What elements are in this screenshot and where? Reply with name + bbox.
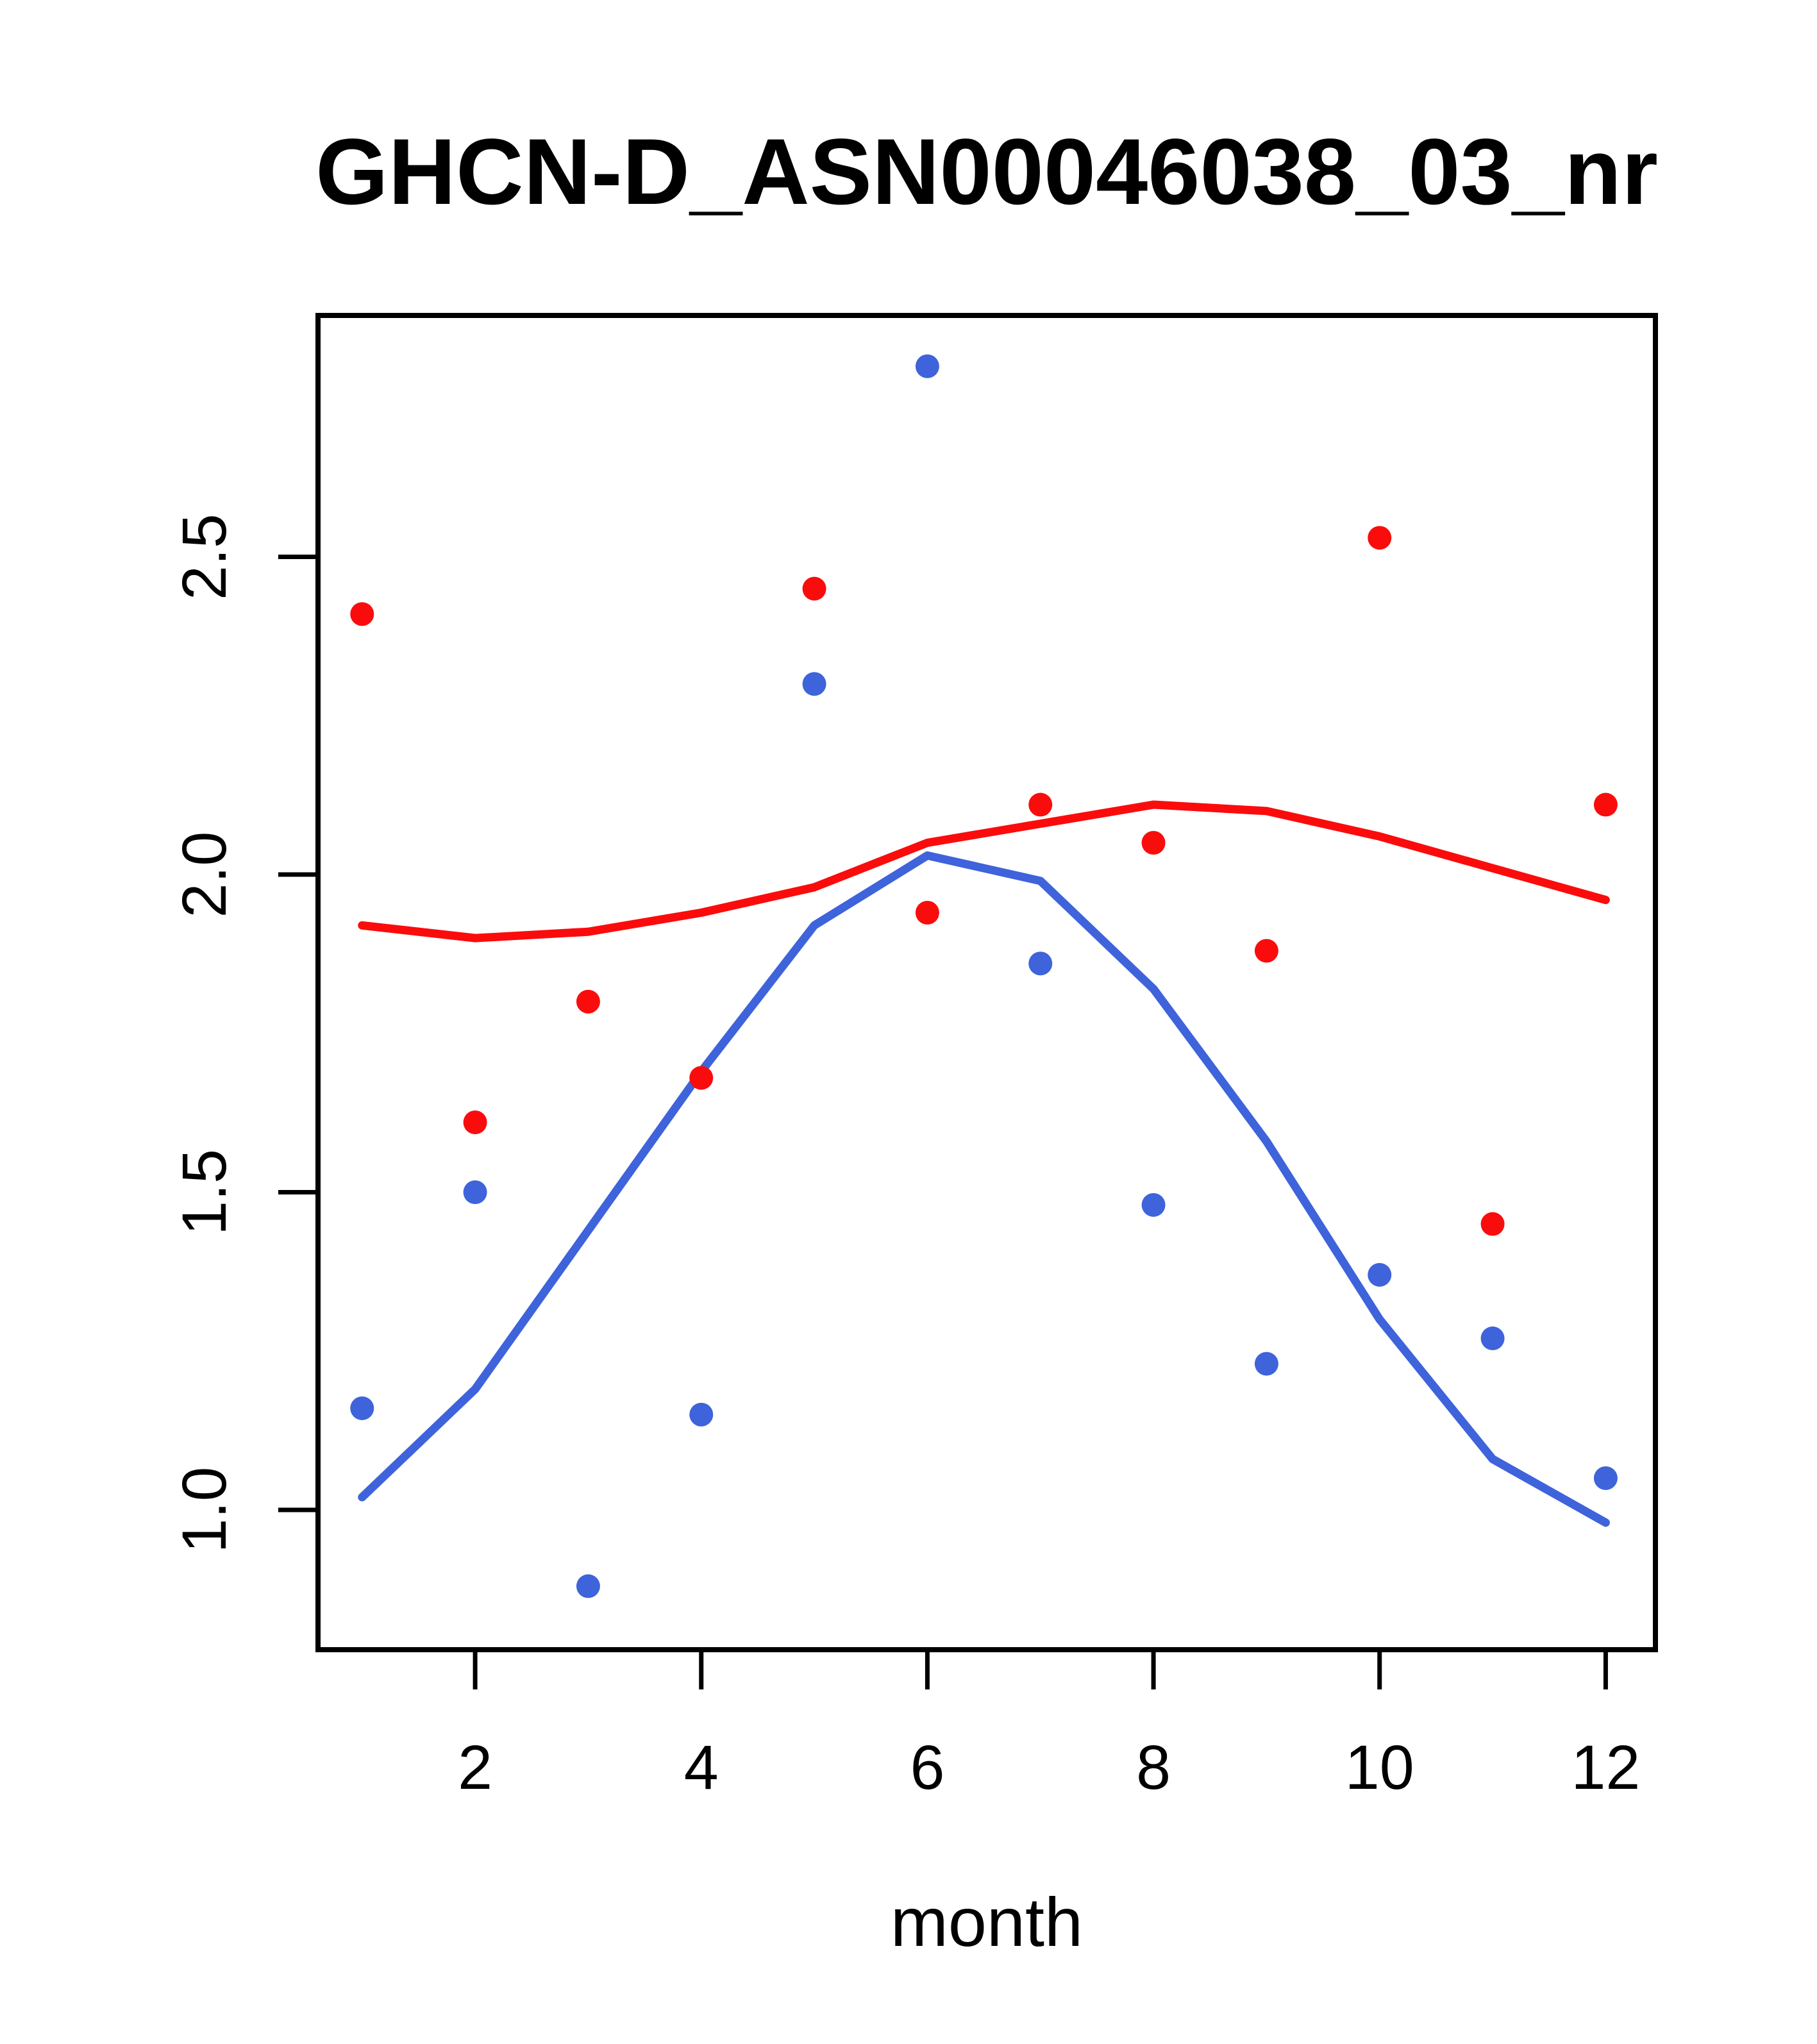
- blue-point: [915, 354, 939, 378]
- red-trend-line: [358, 800, 1610, 942]
- red-point: [802, 576, 826, 601]
- blue-point: [1028, 951, 1053, 976]
- red-point: [1368, 526, 1392, 550]
- blue-point: [802, 672, 826, 696]
- x-tick-label: 10: [1345, 1732, 1414, 1802]
- x-axis-ticks: 2 4 6 8 10 12: [458, 1650, 1640, 1802]
- x-tick-label: 4: [684, 1732, 719, 1802]
- blue-point: [1593, 1466, 1618, 1490]
- blue-trend-line: [358, 851, 1610, 1527]
- red-point: [1028, 792, 1053, 817]
- red-point: [350, 602, 374, 626]
- blue-point: [350, 1396, 374, 1420]
- blue-point: [1480, 1326, 1505, 1350]
- plot-border: [315, 313, 1658, 1652]
- red-points: [350, 526, 1618, 1236]
- blue-point: [1368, 1262, 1392, 1287]
- x-tick-label: 6: [910, 1732, 944, 1802]
- chart-title: GHCN-D_ASN00046038_03_nr: [315, 119, 1658, 224]
- blue-point: [463, 1180, 487, 1205]
- red-point: [463, 1110, 487, 1135]
- red-point: [1593, 792, 1618, 817]
- red-point: [1141, 830, 1166, 855]
- data-series: [350, 354, 1618, 1598]
- x-axis-label: month: [891, 1883, 1083, 1961]
- red-point: [576, 989, 600, 1014]
- blue-point: [576, 1574, 600, 1598]
- blue-point: [1141, 1193, 1166, 1217]
- x-tick-label: 2: [458, 1732, 492, 1802]
- y-tick-label: 1.0: [169, 1467, 239, 1554]
- red-point: [1480, 1212, 1505, 1236]
- blue-point: [1254, 1352, 1278, 1376]
- blue-point: [689, 1402, 714, 1427]
- y-tick-label: 1.5: [169, 1149, 239, 1236]
- red-point: [689, 1066, 714, 1090]
- y-tick-label: 2.0: [169, 832, 239, 918]
- x-tick-label: 8: [1136, 1732, 1171, 1802]
- y-axis-ticks: 1.0 1.5 2.0 2.5: [169, 514, 318, 1553]
- red-point: [1254, 939, 1278, 963]
- blue-points: [350, 354, 1618, 1598]
- y-tick-label: 2.5: [169, 514, 239, 600]
- red-point: [915, 900, 939, 925]
- x-tick-label: 12: [1571, 1732, 1640, 1802]
